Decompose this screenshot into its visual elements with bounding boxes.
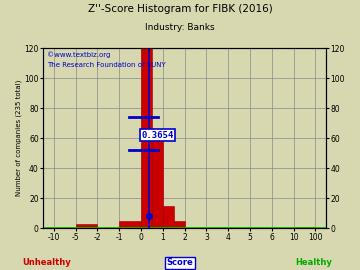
Bar (76, 224, 98, 228)
Text: The Research Foundation of SUNY: The Research Foundation of SUNY (47, 62, 166, 68)
Text: Z''-Score Histogram for FIBK (2016): Z''-Score Histogram for FIBK (2016) (87, 4, 273, 14)
Text: Healthy: Healthy (295, 258, 332, 267)
Bar (141, 48, 152, 228)
Bar (294, 227, 315, 228)
Text: ©www.textbiz.org: ©www.textbiz.org (47, 51, 111, 58)
Bar (174, 221, 185, 228)
Text: Unhealthy: Unhealthy (22, 258, 71, 267)
Bar (163, 206, 174, 228)
Text: 0.3654: 0.3654 (141, 131, 174, 140)
Text: Score: Score (167, 258, 193, 267)
Y-axis label: Number of companies (235 total): Number of companies (235 total) (15, 80, 22, 197)
Bar (152, 138, 163, 228)
Text: Industry: Banks: Industry: Banks (145, 23, 215, 32)
Bar (119, 221, 141, 228)
